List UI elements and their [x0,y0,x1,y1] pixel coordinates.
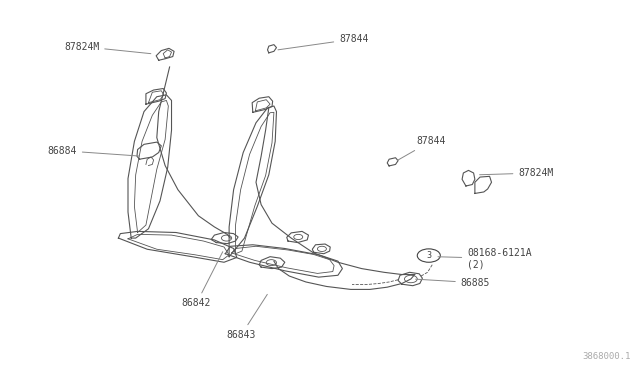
Text: 86885: 86885 [415,278,490,288]
Text: 08168-6121A
(2): 08168-6121A (2) [438,248,532,269]
Text: 86843: 86843 [227,294,268,340]
Text: 87844: 87844 [278,34,369,50]
Text: 3868000.1: 3868000.1 [582,352,630,361]
Text: 87824M: 87824M [64,42,151,54]
Text: 87844: 87844 [397,137,445,160]
Text: 86884: 86884 [47,146,140,156]
Text: 87824M: 87824M [479,168,554,178]
Text: 3: 3 [426,251,431,260]
Text: 86842: 86842 [182,252,223,308]
